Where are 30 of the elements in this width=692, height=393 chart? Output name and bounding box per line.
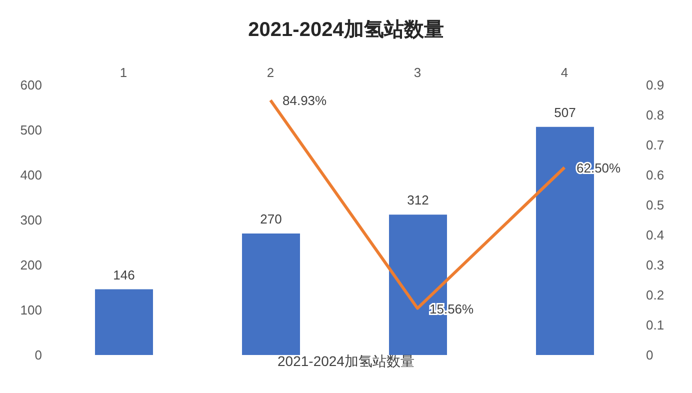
data-label: 146 [113, 267, 135, 282]
y-tick-label: 0 [34, 348, 42, 363]
y2-tick-label: 0.4 [646, 228, 664, 243]
chart-title: 2021-2024加氢站数量 [247, 18, 445, 43]
y2-tick-label: 0.1 [646, 318, 664, 333]
y2-tick-label: 0.3 [646, 258, 664, 273]
x-axis-title: 2021-2024加氢站数量 [278, 353, 414, 369]
y2-tick-label: 0.6 [646, 168, 664, 183]
x-tick-label: 3 [414, 65, 422, 80]
x-tick-label: 4 [560, 65, 568, 80]
y2-tick-label: 0.7 [646, 138, 664, 153]
data-label: 312 [407, 192, 429, 208]
y-tick-label: 300 [20, 212, 42, 228]
y2-tick-label: 0.9 [646, 78, 664, 93]
y-tick-label: 600 [20, 78, 42, 93]
bar [95, 289, 153, 355]
y2-tick-label: 0.8 [646, 108, 664, 123]
y-tick-label: 400 [20, 168, 42, 183]
data-label: 84.93% [282, 93, 328, 108]
y2-tick-label: 0.2 [646, 288, 664, 303]
bar [242, 234, 300, 355]
y2-tick-label: 0.5 [646, 198, 664, 213]
data-label: 507 [554, 104, 576, 120]
y-tick-label: 500 [20, 122, 42, 138]
x-tick-label: 1 [120, 65, 128, 80]
y-tick-label: 200 [20, 258, 42, 273]
x-tick-label: 2 [266, 65, 274, 80]
y2-tick-label: 0 [646, 348, 654, 363]
data-label: 270 [260, 212, 282, 226]
y-tick-label: 100 [20, 302, 42, 318]
